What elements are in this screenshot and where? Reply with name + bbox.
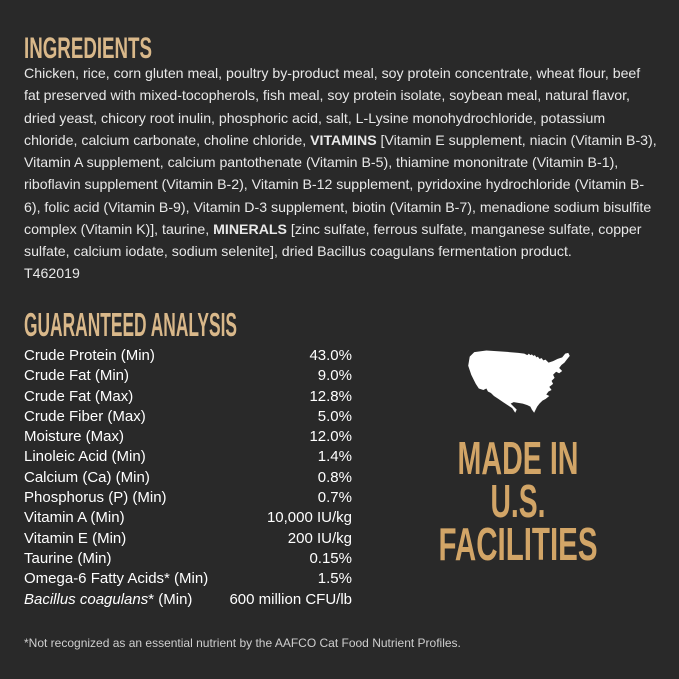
svg-text:GUARANTEED ANALYSIS: GUARANTEED ANALYSIS (24, 306, 237, 343)
svg-text:INGREDIENTS: INGREDIENTS (24, 32, 152, 65)
svg-text:FACILITIES: FACILITIES (439, 518, 598, 570)
